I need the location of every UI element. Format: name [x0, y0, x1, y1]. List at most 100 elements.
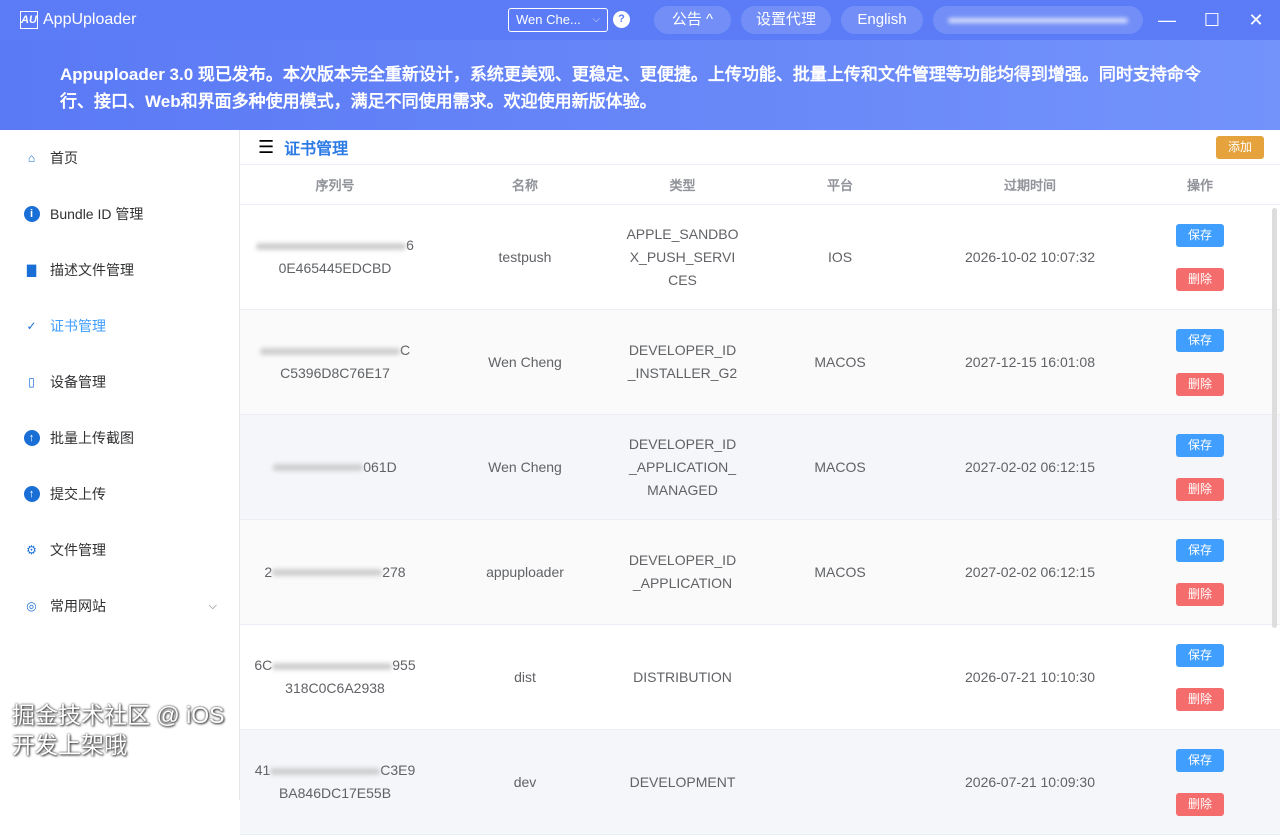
location-icon: ◎ [26, 599, 37, 613]
sidebar-item-certificates[interactable]: ✓ 证书管理 [0, 298, 239, 354]
menu-toggle-icon[interactable]: ☰ [258, 136, 275, 157]
sidebar-item-websites[interactable]: ◎ 常用网站 ⌵ [0, 578, 239, 634]
serial-prefix: 6C [254, 657, 273, 673]
info-icon: i [23, 206, 40, 223]
table-row: 6C 955 318C0C6A2938 dist DISTRIBUTION 2026… [240, 625, 1280, 730]
table-row: 2 278 appuploader DEVELOPER_ID_APPLICATIO… [240, 520, 1280, 625]
actions-cell: 保存 删除 [1125, 223, 1275, 291]
serial-suffix: 278 [382, 563, 406, 580]
serial-suffix: 955 [392, 657, 416, 673]
name-cell: Wen Cheng [488, 458, 562, 475]
redacted-blur [272, 569, 383, 577]
account-select[interactable]: Wen Che... ⌵ [508, 8, 608, 32]
actions-cell: 保存 删除 [1125, 328, 1275, 396]
type-cell: DEVELOPER_ID_APPLICATION [628, 552, 737, 591]
type-cell: DEVELOPER_ID_APPLICATION_MANAGED [628, 435, 737, 498]
expires-cell: 2027-12-15 16:01:08 [965, 353, 1095, 370]
sidebar-item-label: 证书管理 [50, 318, 106, 334]
save-button[interactable]: 保存 [1176, 223, 1224, 247]
save-button[interactable]: 保存 [1176, 433, 1224, 457]
expires-cell: 2027-02-02 06:12:15 [965, 563, 1095, 580]
sidebar-item-bundle-id[interactable]: i Bundle ID 管理 [0, 186, 239, 242]
user-info-button[interactable] [933, 6, 1143, 34]
save-button[interactable]: 保存 [1176, 328, 1224, 352]
save-button[interactable]: 保存 [1176, 748, 1224, 772]
sidebar-item-files[interactable]: ⚙ 文件管理 [0, 522, 239, 578]
chevron-down-icon: ⌵ [592, 14, 600, 25]
sidebar-item-label: Bundle ID 管理 [50, 206, 144, 222]
sidebar-item-home[interactable]: ⌂ 首页 [0, 130, 239, 186]
scrollbar[interactable] [1272, 208, 1277, 628]
page-title: 证书管理 [284, 141, 349, 158]
announcement-banner: Appuploader 3.0 现已发布。本次版本完全重新设计，系统更美观、更稳… [0, 40, 1280, 130]
delete-button[interactable]: 删除 [1176, 267, 1224, 291]
serial-suffix: 061D [363, 458, 397, 475]
sidebar-item-label: 描述文件管理 [50, 262, 134, 278]
serial-cell: 6C 955 318C0C6A2938 [240, 654, 430, 700]
serial-prefix: 41 [254, 762, 271, 778]
delete-button[interactable]: 删除 [1176, 792, 1224, 816]
sidebar-item-submit-upload[interactable]: ↑ 提交上传 [0, 466, 239, 522]
app-logo: AU [20, 11, 38, 29]
sidebar-item-label: 首页 [50, 150, 78, 166]
gear-icon: ⚙ [26, 543, 37, 557]
expires-cell: 2026-07-21 10:09:30 [965, 773, 1095, 790]
minimize-icon[interactable]: — [1158, 10, 1176, 30]
column-header-name: 名称 [511, 178, 538, 193]
delete-button[interactable]: 删除 [1176, 582, 1224, 606]
title-bar: AU AppUploader Wen Che... ⌵ ? 公告 ^ 设置代理 E… [0, 0, 1280, 40]
sidebar-item-batch-screenshots[interactable]: ↑ 批量上传截图 [0, 410, 239, 466]
sidebar-item-label: 批量上传截图 [50, 430, 134, 446]
serial-cell: C C5396D8C76E17 [240, 339, 430, 385]
watermark: 掘金技术社区 @ iOS开发上架哦 [12, 702, 225, 758]
expires-cell: 2026-10-02 10:07:32 [965, 248, 1095, 265]
home-icon: ⌂ [27, 151, 36, 165]
delete-button[interactable]: 删除 [1176, 477, 1224, 501]
add-button[interactable]: 添加 [1216, 136, 1264, 159]
table-row: C C5396D8C76E17 Wen Cheng DEVELOPER_ID_IN… [240, 310, 1280, 415]
table-row: 061D Wen Cheng DEVELOPER_ID_APPLICATION_… [240, 415, 1280, 520]
expires-cell: 2026-07-21 10:10:30 [965, 668, 1095, 685]
serial-suffix: C [399, 342, 411, 358]
serial-line2: BA846DC17E55B [278, 785, 392, 801]
sidebar-item-profiles[interactable]: ▇ 描述文件管理 [0, 242, 239, 298]
maximize-icon[interactable]: ☐ [1203, 10, 1221, 30]
chevron-down-icon: ⌵ [208, 599, 217, 612]
actions-cell: 保存 删除 [1125, 433, 1275, 501]
sidebar-item-devices[interactable]: ▯ 设备管理 [0, 354, 239, 410]
type-cell: DEVELOPER_ID_INSTALLER_G2 [627, 342, 738, 381]
redacted-blur [273, 464, 364, 472]
name-cell: Wen Cheng [488, 353, 562, 370]
platform-cell: MACOS [814, 353, 866, 370]
type-cell: DISTRIBUTION [633, 668, 732, 685]
platform-cell: MACOS [814, 458, 866, 475]
file-icon: ▇ [26, 263, 37, 277]
column-header-expires: 过期时间 [1003, 178, 1056, 193]
delete-button[interactable]: 删除 [1176, 372, 1224, 396]
table-row: 6 0E465445EDCBD testpush APPLE_SANDBOX_PU… [240, 205, 1280, 310]
delete-button[interactable]: 删除 [1176, 687, 1224, 711]
serial-suffix: C3E9 [380, 762, 416, 778]
column-header-actions: 操作 [1186, 178, 1213, 193]
serial-cell: 41 C3E9 BA846DC17E55B [240, 759, 430, 805]
help-icon[interactable]: ? [613, 11, 630, 28]
table-header: 序列号 名称 类型 平台 过期时间 操作 [240, 165, 1280, 205]
save-button[interactable]: 保存 [1176, 643, 1224, 667]
main-panel: ☰ 证书管理 添加 序列号 名称 类型 平台 过期时间 操作 6 0E465445… [240, 130, 1280, 835]
platform-cell: MACOS [814, 563, 866, 580]
close-icon[interactable]: ✕ [1248, 10, 1264, 30]
name-cell: dist [514, 668, 536, 685]
notice-button[interactable]: 公告 ^ [654, 6, 731, 34]
save-button[interactable]: 保存 [1176, 538, 1224, 562]
proxy-settings-button[interactable]: 设置代理 [741, 6, 831, 34]
table-body: 6 0E465445EDCBD testpush APPLE_SANDBOX_PU… [240, 205, 1280, 835]
serial-suffix: 6 [406, 237, 414, 253]
column-header-platform: 平台 [826, 178, 853, 193]
platform-cell: IOS [827, 248, 853, 265]
sidebar-item-label: 常用网站 [50, 598, 106, 614]
upload-icon: ↑ [23, 430, 40, 447]
expires-cell: 2027-02-02 06:12:15 [965, 458, 1095, 475]
language-button[interactable]: English [841, 6, 923, 34]
type-cell: DEVELOPMENT [629, 773, 736, 790]
actions-cell: 保存 删除 [1125, 748, 1275, 816]
